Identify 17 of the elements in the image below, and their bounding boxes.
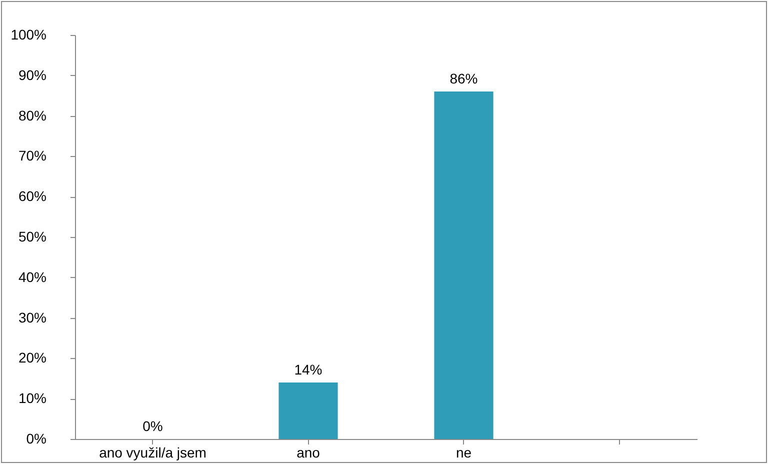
y-tick-label: 20%: [18, 350, 46, 366]
y-tick-label: 30%: [18, 309, 46, 326]
y-tick-label: 0%: [26, 430, 46, 446]
y-tick-label: 70%: [18, 148, 46, 164]
y-tick-label: 50%: [18, 228, 46, 244]
y-tick-label: 90%: [18, 66, 46, 83]
y-tick-label: 100%: [10, 26, 46, 42]
y-tick-label: 40%: [18, 268, 46, 285]
data-label: 14%: [294, 361, 322, 378]
x-tick-label: ne: [456, 444, 472, 460]
x-tick-label: ano: [296, 444, 320, 460]
data-label: 86%: [450, 70, 478, 87]
y-tick-label: 60%: [18, 188, 46, 204]
data-label: 0%: [142, 418, 163, 434]
x-tick-label: ano využil/a jsem: [99, 444, 206, 460]
y-tick-label: 80%: [18, 107, 46, 124]
y-tick-label: 10%: [18, 390, 46, 406]
